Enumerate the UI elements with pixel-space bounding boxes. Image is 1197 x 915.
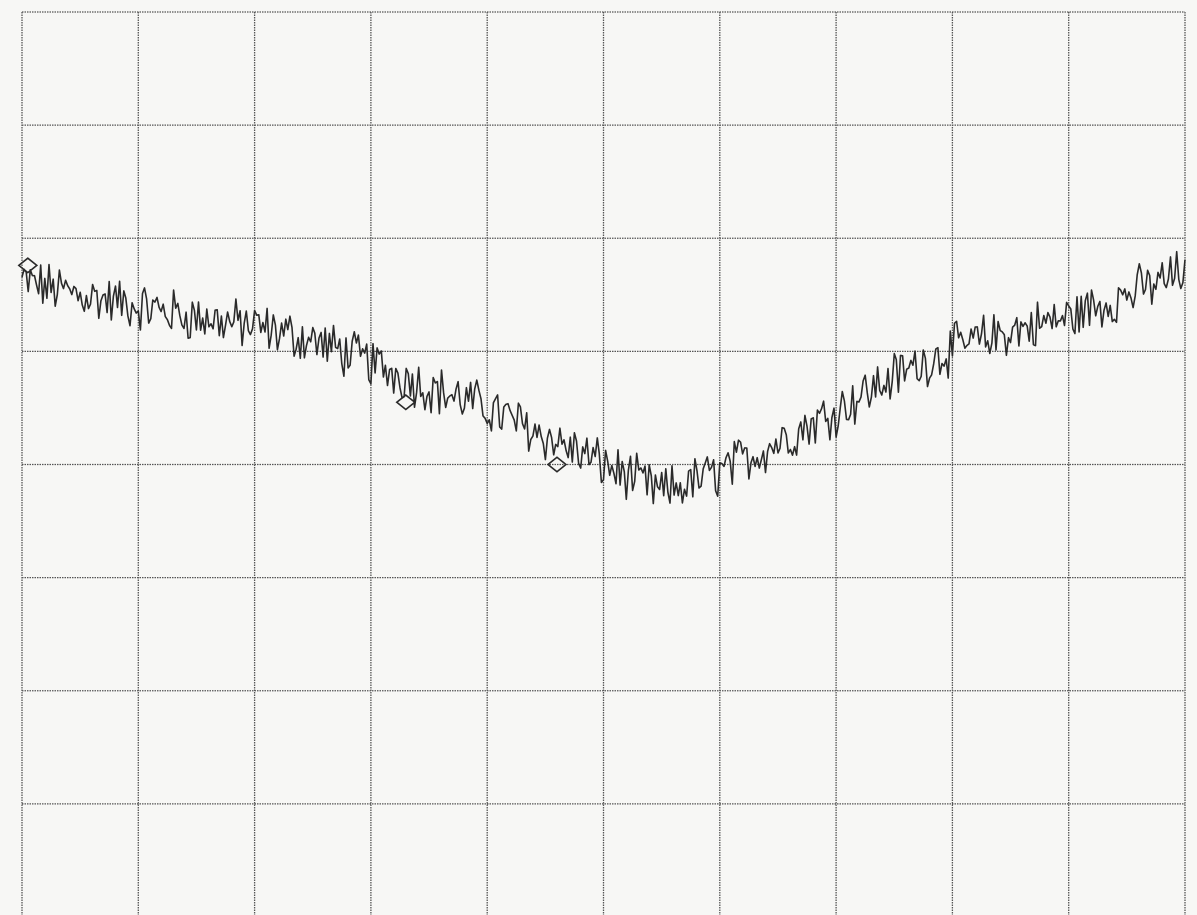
marker-diamond-3 <box>546 456 568 473</box>
trace-layer <box>21 250 1186 505</box>
marker-diamond-1 <box>17 257 39 274</box>
marker-diamond-2 <box>395 394 417 411</box>
marker-layer <box>17 257 568 473</box>
series-trace <box>21 250 1186 505</box>
